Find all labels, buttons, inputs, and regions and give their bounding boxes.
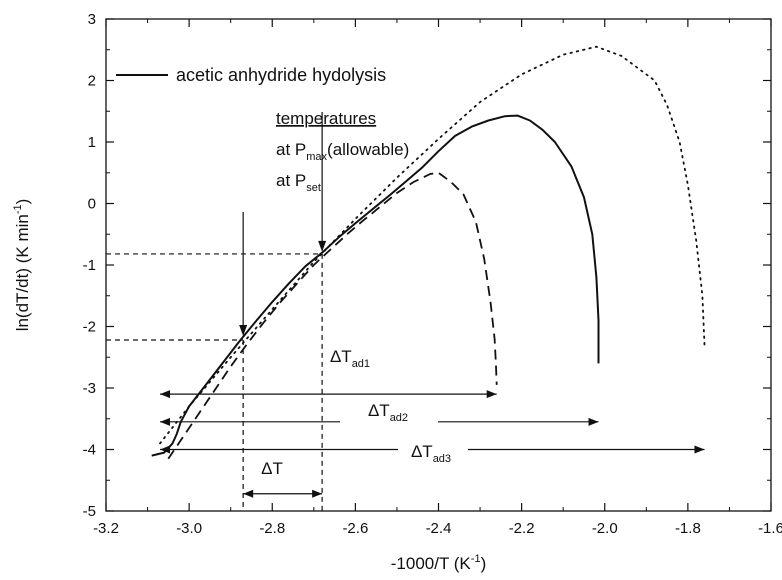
delta-t-ad1-label: ΔTad1 xyxy=(330,347,370,370)
y-tick-label: 2 xyxy=(88,73,96,90)
series-dashed-line xyxy=(167,171,498,460)
pmax-suffix: (allowable) xyxy=(327,140,409,159)
x-tick-label: -1.6 xyxy=(758,520,782,537)
guide-layer xyxy=(106,112,705,511)
annotation-temperatures-heading: temperatures xyxy=(276,109,376,128)
x-axis-title-main: -1000/T (K xyxy=(391,554,472,573)
x-tick-label: -3.0 xyxy=(176,520,202,537)
y-axis-title-close: ) xyxy=(13,199,32,205)
pmax-pointer-head xyxy=(318,240,327,252)
delta-t-ad1-arrow-head-left xyxy=(160,390,171,399)
delta-t-ad2-head-right xyxy=(588,417,599,426)
pset-prefix: at P xyxy=(276,171,306,190)
y-tick-label: -2 xyxy=(83,319,96,336)
ad2-sub: ad2 xyxy=(390,412,408,424)
x-axis-title: -1000/T (K-1) xyxy=(391,553,486,573)
delta-t-ad2-label: ΔTad2 xyxy=(368,401,408,424)
y-tick-label: 3 xyxy=(88,11,96,28)
pmax-prefix: at P xyxy=(276,140,306,159)
series-layer xyxy=(151,45,706,460)
x-axis-title-close: ) xyxy=(481,554,487,573)
x-tick-label: -2.6 xyxy=(342,520,368,537)
delta-t-ad3-label: ΔTad3 xyxy=(411,442,451,465)
ad2-main: ΔT xyxy=(368,401,390,420)
pset-pointer-head xyxy=(239,325,248,337)
tick-layer: -3.2 -3.0 -2.8 -2.6 -2.4 -2.2 -2.0 -1.8 -1.6 -5 -4… xyxy=(83,11,782,537)
y-axis-title-sup: -1 xyxy=(12,204,24,214)
plot-frame xyxy=(105,18,772,512)
x-tick-label: -2.4 xyxy=(426,520,452,537)
x-tick-label: -2.2 xyxy=(509,520,535,537)
y-tick-label: -1 xyxy=(83,257,96,274)
delta-t-ad3-head-left xyxy=(160,445,171,454)
y-tick-label: -4 xyxy=(83,442,96,459)
y-tick-label: -3 xyxy=(83,380,96,397)
delta-t-arrow-head-right xyxy=(312,489,323,498)
x-tick-label: -3.2 xyxy=(93,520,119,537)
delta-t-ad2-head-left xyxy=(160,417,171,426)
annotation-pset-label: at Pset xyxy=(276,171,321,194)
ad3-main: ΔT xyxy=(411,442,433,461)
x-tick-label: -2.8 xyxy=(259,520,285,537)
delta-t-arrow-head-left xyxy=(243,489,254,498)
ad1-sub: ad1 xyxy=(352,358,370,370)
delta-t-label: ΔT xyxy=(261,459,283,478)
delta-t-ad3-head-right xyxy=(694,445,705,454)
y-tick-label: 0 xyxy=(88,196,96,213)
x-tick-label: -2.0 xyxy=(592,520,618,537)
x-axis-title-sup: -1 xyxy=(471,553,481,565)
y-tick-label: -5 xyxy=(83,503,96,520)
y-axis-title: ln(dT/dt) (K min-1) xyxy=(12,199,32,332)
pmax-sub: max xyxy=(306,151,327,163)
delta-t-ad1-arrow-head-right xyxy=(486,390,497,399)
y-tick-label: 1 xyxy=(88,134,96,151)
x-tick-label: -1.8 xyxy=(675,520,701,537)
pset-sub: set xyxy=(306,182,321,194)
legend-label: acetic anhydride hydolysis xyxy=(176,65,386,85)
annotation-pmax-label: at Pmax(allowable) xyxy=(276,140,409,163)
y-axis-title-main: ln(dT/dt) (K min xyxy=(13,214,32,331)
series-dotted-line xyxy=(159,45,706,445)
ad1-main: ΔT xyxy=(330,347,352,366)
ad3-sub: ad3 xyxy=(433,453,451,465)
